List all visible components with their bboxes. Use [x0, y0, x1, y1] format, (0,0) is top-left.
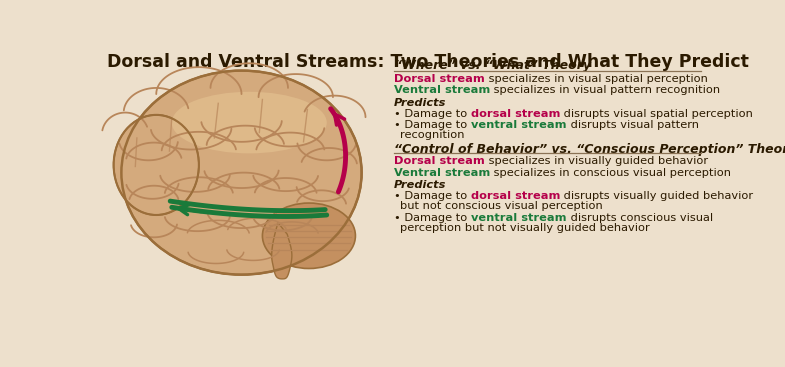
Text: Predicts: Predicts [394, 98, 447, 108]
Text: • Damage to: • Damage to [394, 109, 471, 119]
Text: ventral stream: ventral stream [471, 120, 567, 130]
Ellipse shape [172, 92, 327, 153]
Text: “Where” vs. “What” Theory: “Where” vs. “What” Theory [394, 59, 591, 72]
Text: Dorsal stream: Dorsal stream [394, 74, 485, 84]
Text: dorsal stream: dorsal stream [471, 192, 560, 201]
Text: • Damage to: • Damage to [394, 213, 471, 223]
Ellipse shape [114, 115, 199, 215]
Text: Ventral stream: Ventral stream [394, 85, 491, 95]
Text: Predicts: Predicts [394, 180, 447, 190]
Text: perception but not visually guided behavior: perception but not visually guided behav… [400, 223, 650, 233]
Polygon shape [272, 223, 292, 279]
Text: disrupts conscious visual: disrupts conscious visual [567, 213, 713, 223]
Text: but not conscious visual perception: but not conscious visual perception [400, 201, 603, 211]
Text: disrupts visually guided behavior: disrupts visually guided behavior [560, 192, 754, 201]
Text: specializes in visual pattern recognition: specializes in visual pattern recognitio… [491, 85, 721, 95]
Text: disrupts visual spatial perception: disrupts visual spatial perception [560, 109, 754, 119]
Ellipse shape [262, 203, 356, 269]
Text: • Damage to: • Damage to [394, 192, 471, 201]
Text: recognition: recognition [400, 130, 465, 140]
Text: disrupts visual pattern: disrupts visual pattern [567, 120, 699, 130]
Text: “Control of Behavior” vs. “Conscious Perception” Theory: “Control of Behavior” vs. “Conscious Per… [394, 143, 785, 156]
Text: specializes in visual spatial perception: specializes in visual spatial perception [485, 74, 708, 84]
Text: • Damage to: • Damage to [394, 120, 471, 130]
Ellipse shape [122, 70, 362, 275]
Text: Ventral stream: Ventral stream [394, 168, 491, 178]
Text: Dorsal and Ventral Streams: Two Theories and What They Predict: Dorsal and Ventral Streams: Two Theories… [108, 53, 750, 71]
Text: ventral stream: ventral stream [471, 213, 567, 223]
Text: Dorsal stream: Dorsal stream [394, 156, 485, 167]
Text: dorsal stream: dorsal stream [471, 109, 560, 119]
Text: specializes in conscious visual perception: specializes in conscious visual percepti… [491, 168, 732, 178]
Text: specializes in visually guided behavior: specializes in visually guided behavior [485, 156, 708, 167]
